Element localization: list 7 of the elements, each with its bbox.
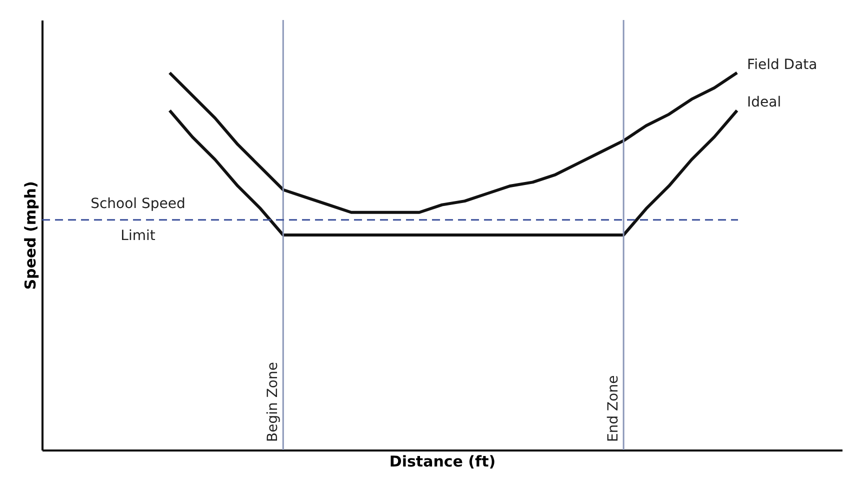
y-axis-title: Speed (mph) [22,181,40,290]
series-label: Ideal [747,94,782,111]
x-axis-title: Distance (ft) [389,452,496,470]
series-label: Field Data [747,56,818,73]
ref-line-label: School Speed Limit [90,196,186,244]
annotation: End Zone [606,375,622,442]
annotation: Begin Zone [265,362,282,442]
